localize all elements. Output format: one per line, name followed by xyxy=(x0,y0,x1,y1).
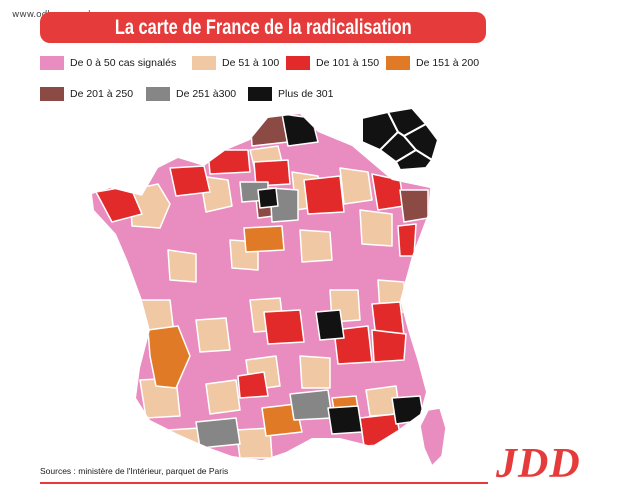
department xyxy=(253,159,291,187)
department xyxy=(371,329,407,363)
legend-swatch-brown xyxy=(40,87,64,101)
legend-item-101-150: De 101 à 150 xyxy=(286,55,379,71)
department xyxy=(205,379,241,415)
legend-swatch-pink xyxy=(40,56,64,70)
legend-label: De 201 à 250 xyxy=(70,88,134,100)
department xyxy=(207,149,251,175)
inset-department xyxy=(402,122,440,162)
department xyxy=(237,371,269,399)
inset-department xyxy=(394,148,434,172)
department xyxy=(299,355,331,389)
legend-label: De 101 à 150 xyxy=(316,57,380,69)
paris-inset xyxy=(361,106,440,172)
department xyxy=(315,309,345,341)
legend-item-201-250: De 201 à 250 xyxy=(40,86,133,102)
legend-item-51-100: De 51 à 100 xyxy=(192,55,279,71)
department xyxy=(243,225,285,253)
department xyxy=(263,309,305,345)
department xyxy=(399,189,429,223)
legend-item-0-50: De 0 à 50 cas signalés xyxy=(40,55,176,71)
legend-swatch-orange xyxy=(386,56,410,70)
department xyxy=(195,417,241,449)
department xyxy=(371,173,405,211)
department xyxy=(147,325,191,389)
department xyxy=(167,249,197,283)
legend-swatch-red xyxy=(286,56,310,70)
legend-swatch-grey xyxy=(146,87,170,101)
legend-label: Plus de 301 xyxy=(278,88,334,100)
department xyxy=(289,389,333,421)
corsica-region xyxy=(419,407,447,468)
legend-item-151-200: De 151 à 200 xyxy=(386,55,479,71)
jdd-logo: JDD xyxy=(496,441,581,487)
legend-label: De 151 à 200 xyxy=(416,57,480,69)
legend-item-251-300: De 251 à300 xyxy=(146,86,236,102)
department xyxy=(261,403,303,437)
legend-swatch-black xyxy=(248,87,272,101)
department xyxy=(397,223,417,257)
department xyxy=(169,165,211,197)
source-divider xyxy=(40,482,488,484)
department xyxy=(327,405,363,435)
map-title: La carte de France de la radicalisation xyxy=(114,15,412,39)
department xyxy=(195,317,231,353)
department xyxy=(339,167,373,205)
department xyxy=(281,114,319,147)
legend-swatch-beige xyxy=(192,56,216,70)
title-banner: La carte de France de la radicalisation xyxy=(40,12,486,43)
legend-label: De 0 à 50 cas signalés xyxy=(70,57,177,69)
department xyxy=(299,229,333,263)
source-note: Sources : ministère de l'Intérieur, parq… xyxy=(40,466,229,476)
department xyxy=(391,395,425,425)
legend-label: De 51 à 100 xyxy=(222,57,280,69)
legend-item-301-plus: Plus de 301 xyxy=(248,86,333,102)
legend-label: De 251 à300 xyxy=(176,88,237,100)
department xyxy=(257,187,279,209)
department xyxy=(359,209,393,247)
department xyxy=(303,175,345,215)
